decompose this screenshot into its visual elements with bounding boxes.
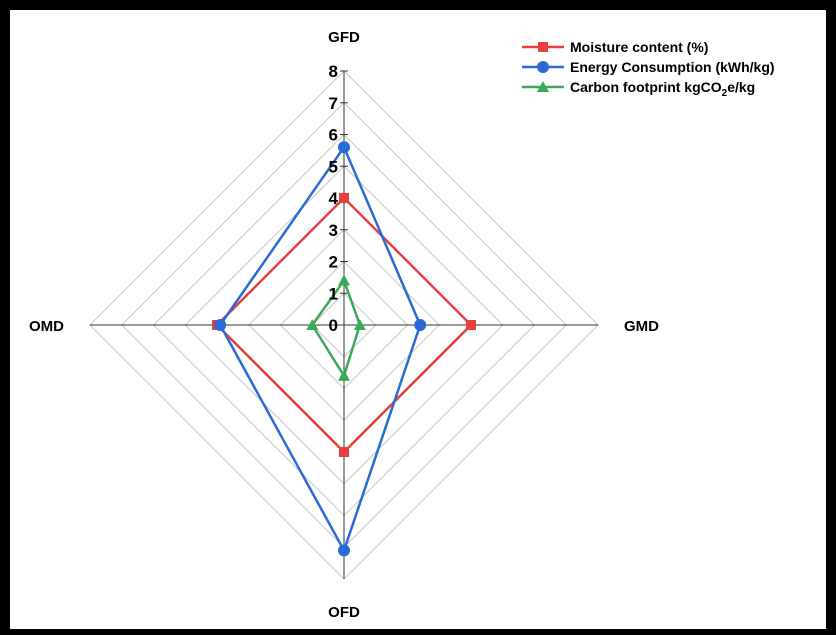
series-1-point-gmd [414, 319, 427, 331]
series-2-point-ofd [338, 369, 350, 381]
axis-label-omd: OMD [29, 318, 64, 335]
series [212, 141, 476, 557]
legend-item-0: Moisture content (%) [522, 39, 708, 55]
tick-label-3: 3 [329, 221, 338, 240]
series-0-point-ofd [339, 447, 349, 457]
tick-label-7: 7 [329, 94, 338, 113]
legend-label-0: Moisture content (%) [570, 39, 708, 55]
legend: Moisture content (%) Energy Consumption (… [522, 39, 775, 99]
series-2-point-gfd [338, 274, 350, 286]
axis-label-ofd: OFD [328, 604, 360, 621]
legend-label-1: Energy Consumption (kWh/kg) [570, 59, 775, 75]
legend-item-1: Energy Consumption (kWh/kg) [522, 59, 775, 75]
tick-label-5: 5 [329, 157, 338, 176]
tick-label-6: 6 [329, 126, 338, 145]
legend-marker-2 [537, 81, 549, 92]
tick-label-8: 8 [329, 62, 338, 81]
series-1-point-gfd [338, 141, 350, 154]
tick-label-2: 2 [329, 253, 338, 272]
legend-marker-1 [537, 61, 549, 73]
axis-label-gmd: GMD [624, 318, 659, 335]
legend-label-2: Carbon footprint kgCO2e/kg [570, 79, 755, 99]
tick-label-4: 4 [329, 189, 339, 208]
labels: 0 1 2 3 4 5 6 7 8 GFD GMD OFD OMD [29, 29, 659, 621]
series-0-point-gmd [466, 320, 476, 330]
series-2-point-omd [306, 319, 319, 330]
series-2-point-gmd [353, 319, 366, 330]
legend-marker-0 [538, 42, 548, 52]
legend-item-2: Carbon footprint kgCO2e/kg [522, 79, 755, 99]
series-1-point-ofd [338, 544, 350, 557]
axis-label-gfd: GFD [328, 29, 360, 46]
tick-label-1: 1 [329, 284, 338, 303]
series-line-1 [218, 145, 422, 552]
series-1-point-omd [214, 319, 227, 331]
tick-label-0: 0 [329, 316, 338, 335]
series-0-point-gfd [339, 193, 349, 203]
